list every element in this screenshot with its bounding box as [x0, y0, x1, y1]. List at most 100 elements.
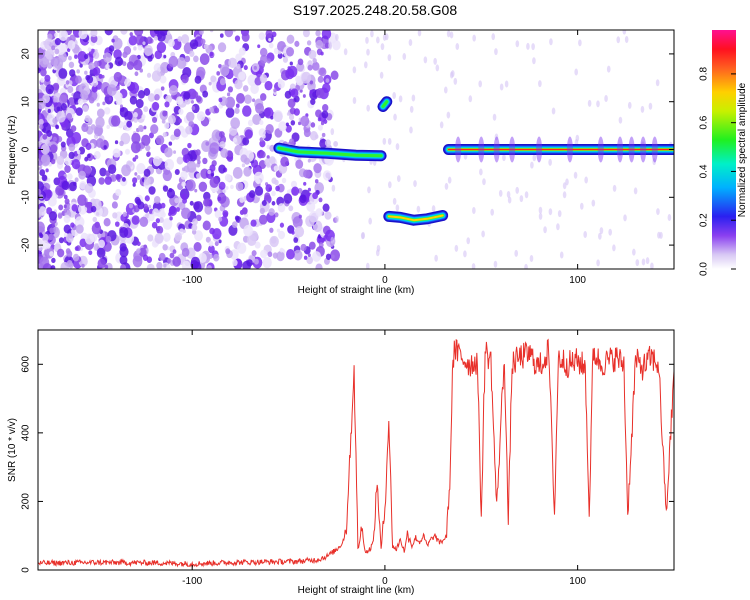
- spectrogram-noise-blob: [242, 85, 249, 92]
- spectrogram-noise-blob: [277, 79, 285, 89]
- spectrogram-noise-blob: [63, 194, 68, 200]
- spectrogram-noise-blob: [224, 173, 232, 182]
- spectrogram-noise-blob: [202, 90, 209, 98]
- spectrogram-noise-blob: [105, 63, 110, 70]
- spectrogram-noise-blob: [306, 256, 314, 265]
- spectrogram-noise-blob: [479, 168, 483, 176]
- spectrogram-noise-blob: [307, 60, 313, 66]
- spectrogram-noise-blob: [95, 138, 105, 148]
- spectrogram-noise-blob: [93, 60, 100, 68]
- spectrogram-noise-blob: [492, 113, 497, 121]
- spectrogram-noise-blob: [146, 256, 153, 263]
- spectrogram-noise-blob: [574, 68, 578, 76]
- spectrogram-noise-blob: [133, 117, 138, 123]
- spectrogram-noise-blob: [209, 142, 220, 155]
- spectrogram-noise-blob: [321, 110, 329, 119]
- spectrogram-noise-blob: [138, 247, 147, 257]
- spectrogram-spike: [597, 136, 604, 163]
- spectrogram-noise-blob: [134, 71, 139, 77]
- spectrogram-noise-blob: [312, 192, 318, 200]
- spectrogram-noise-blob: [402, 53, 407, 61]
- spectrogram-noise-blob: [206, 264, 212, 269]
- spectrogram-spike: [628, 136, 635, 163]
- spectrogram-noise-blob: [289, 61, 293, 66]
- spectrogram-noise-blob: [46, 129, 53, 137]
- spectrogram-noise-blob: [499, 83, 504, 91]
- spectrogram-x-tick-label: 0: [382, 275, 388, 286]
- spectrogram-noise-blob: [288, 138, 295, 145]
- spectrogram-noise-blob: [416, 205, 421, 213]
- spectrogram-noise-blob: [502, 154, 506, 162]
- spectrogram-noise-blob: [529, 255, 534, 263]
- spectrogram-noise-blob: [156, 225, 164, 235]
- spectrogram-noise-blob: [290, 120, 296, 126]
- spectrogram-noise-blob: [306, 40, 312, 46]
- spectrogram-noise-blob: [104, 176, 112, 185]
- spectrogram-x-axis-label: Height of straight line (km): [298, 285, 415, 296]
- spectrogram-noise-blob: [146, 72, 152, 78]
- spectrogram-noise-blob: [136, 162, 146, 175]
- spectrogram-noise-blob: [161, 262, 171, 269]
- spectrogram-noise-blob: [395, 143, 400, 151]
- spectrogram-noise-blob: [548, 158, 552, 166]
- spectrogram-spike: [509, 136, 516, 163]
- spectrogram-noise-blob: [257, 44, 261, 49]
- spectrogram-noise-blob: [132, 111, 138, 118]
- spectrogram-noise-blob: [186, 160, 197, 173]
- spectrogram-noise-blob: [77, 194, 87, 206]
- spectrogram-noise-blob: [146, 151, 151, 157]
- spectrogram-noise-blob: [239, 196, 245, 203]
- spectrogram-noise-blob: [149, 132, 154, 139]
- spectrogram-noise-blob: [247, 119, 254, 127]
- spectrogram-noise-blob: [164, 147, 173, 158]
- spectrogram-noise-blob: [320, 121, 325, 126]
- spectrogram-noise-blob: [238, 71, 246, 81]
- spectrogram-y-tick-label: -10: [21, 190, 32, 205]
- spectrogram-noise-blob: [272, 110, 283, 123]
- spectrogram-noise-blob: [266, 58, 272, 64]
- spectrogram-noise-blob: [376, 36, 380, 44]
- spectrogram-noise-blob: [104, 107, 111, 115]
- spectrogram-noise-blob: [532, 154, 537, 162]
- spectrogram-noise-blob: [241, 163, 246, 168]
- spectrogram-noise-blob: [281, 177, 287, 184]
- spectrogram-noise-blob: [63, 224, 71, 234]
- spectrogram-noise-blob: [259, 140, 266, 148]
- spectrogram-noise-blob: [315, 88, 325, 99]
- spectrogram-noise-blob: [333, 141, 339, 147]
- spectrogram-noise-blob: [145, 144, 151, 152]
- spectrogram-noise-blob: [45, 84, 54, 95]
- spectrogram-noise-blob: [325, 253, 332, 260]
- spectrogram-noise-blob: [323, 119, 328, 125]
- spectrogram-noise-blob: [236, 93, 245, 104]
- spectrogram-noise-blob: [76, 149, 81, 155]
- spectrogram-noise-blob: [169, 252, 175, 259]
- spectrogram-noise-blob: [236, 63, 241, 69]
- spectrogram-noise-blob: [230, 184, 234, 190]
- spectrogram-noise-blob: [398, 95, 403, 103]
- spectrogram-noise-blob: [151, 116, 158, 124]
- spectrogram-noise-blob: [217, 42, 227, 53]
- spectrogram-noise-blob: [599, 227, 604, 235]
- spectrogram-noise-blob: [656, 208, 660, 216]
- snr-y-tick-label: 400: [21, 424, 32, 441]
- spectrogram-noise-blob: [232, 259, 238, 267]
- spectrogram-noise-blob: [75, 75, 82, 84]
- spectrogram-noise-blob: [196, 111, 206, 122]
- spectrogram-noise-blob: [365, 36, 369, 44]
- spectrogram-noise-blob: [122, 211, 127, 217]
- spectrogram-noise-blob: [106, 124, 111, 130]
- spectrogram-noise-blob: [58, 204, 64, 211]
- spectrogram-noise-blob: [284, 90, 292, 99]
- spectrogram-noise-blob: [222, 210, 229, 218]
- spectrogram-noise-blob: [472, 207, 476, 215]
- spectrogram-noise-blob: [443, 86, 448, 94]
- spectrogram-noise-blob: [174, 197, 180, 204]
- spectrogram-noise-blob: [335, 33, 339, 41]
- spectrogram-noise-blob: [315, 30, 321, 37]
- spectrogram-noise-blob: [103, 218, 111, 227]
- spectrogram-noise-blob: [524, 191, 529, 199]
- spectrogram-noise-blob: [108, 45, 115, 52]
- spectrogram-noise-blob: [93, 151, 101, 160]
- spectrogram-noise-blob: [108, 97, 112, 101]
